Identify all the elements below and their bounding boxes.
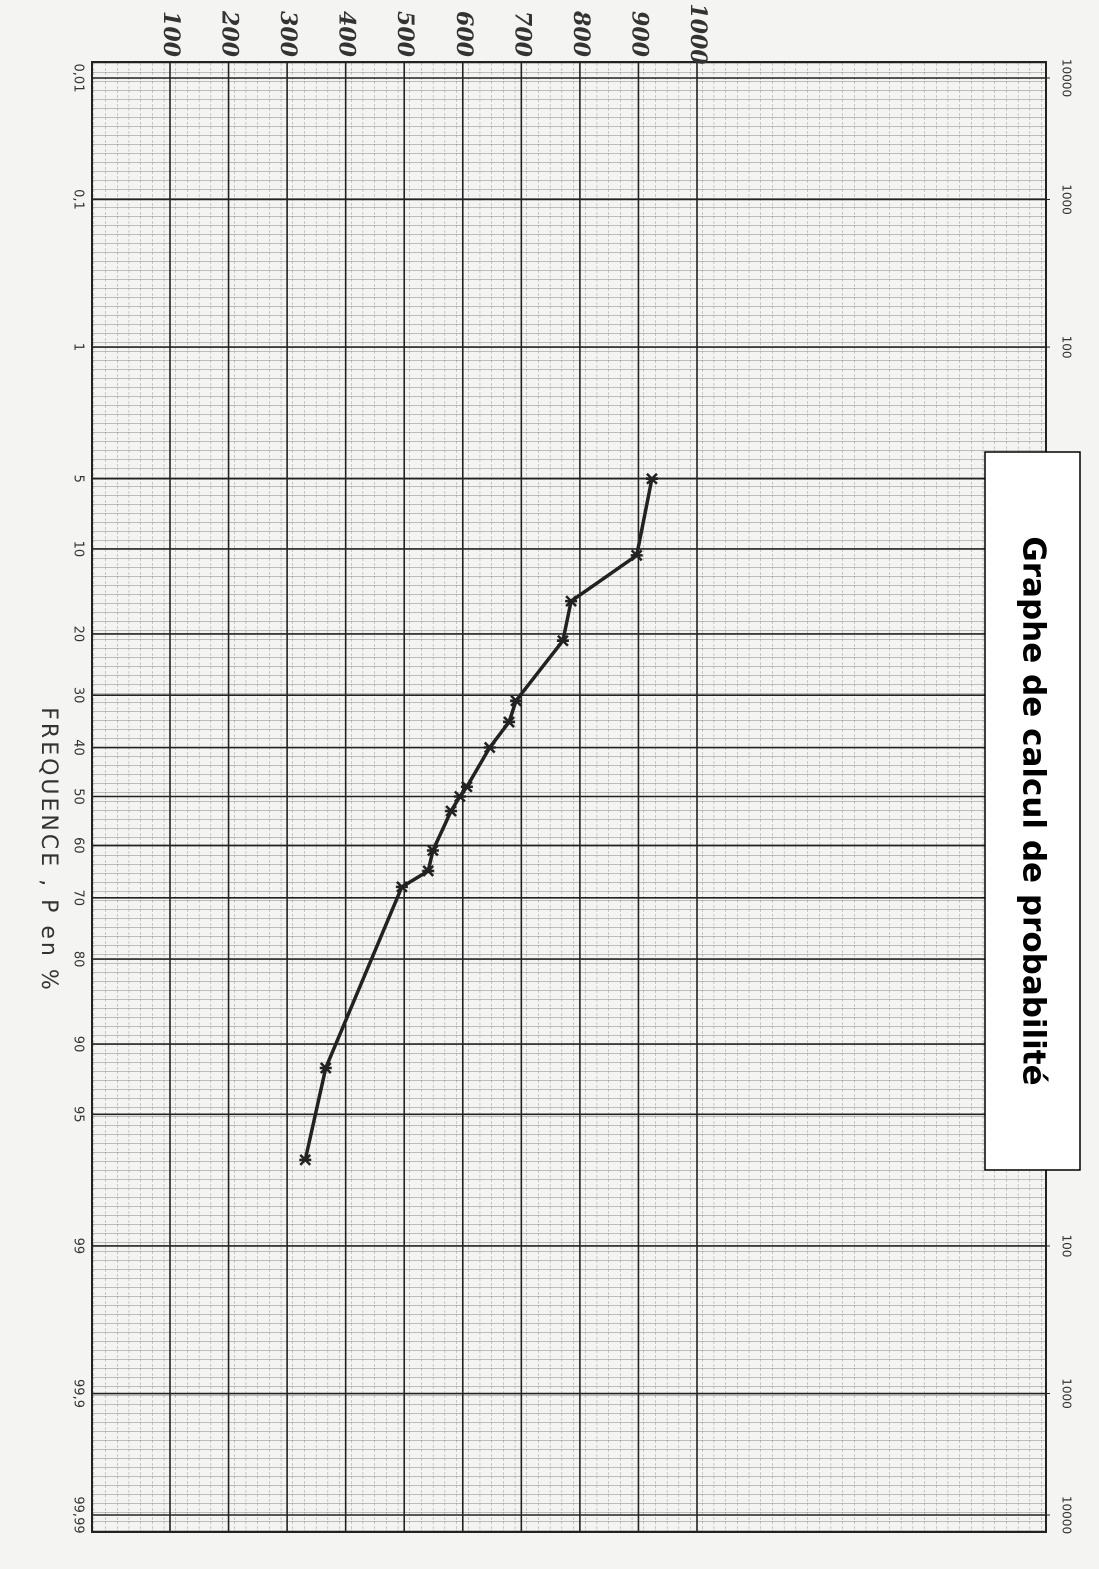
- title-box: [984, 451, 1081, 1171]
- x-tick-label: 5: [71, 475, 86, 483]
- y-tick-label: 900: [626, 11, 652, 58]
- x-tick-label: 0,1: [71, 189, 86, 210]
- data-point: [630, 549, 643, 562]
- data-point: [426, 844, 439, 857]
- data-point: [565, 595, 578, 608]
- x-axis-label: FREQUENCE , P en %: [36, 707, 61, 993]
- y-tick-label: 100: [158, 11, 184, 58]
- y-tick-label: 300: [275, 11, 301, 58]
- data-point: [645, 472, 658, 485]
- x-tick-label: 40: [71, 739, 86, 756]
- x2-tick-label: 1000: [1060, 184, 1074, 215]
- y-tick-label: 500: [392, 11, 418, 58]
- data-point: [503, 716, 516, 728]
- x2-tick-label: 1000: [1060, 1378, 1074, 1409]
- x-tick-label: 80: [71, 951, 86, 968]
- x2-tick-label: 10000: [1060, 1496, 1074, 1534]
- data-point: [483, 741, 496, 754]
- y-tick-label: 600: [451, 11, 477, 58]
- y-tick-label: 700: [509, 11, 535, 58]
- x-tick-label: 0,01: [71, 64, 86, 93]
- y-tick-label: 400: [334, 11, 360, 58]
- x-tick-label: 50: [71, 788, 86, 805]
- data-point: [445, 805, 458, 817]
- data-point: [556, 634, 569, 647]
- x-tick-label: 95: [71, 1106, 86, 1123]
- y-tick-label: 1000: [685, 3, 711, 65]
- data-point: [422, 865, 435, 877]
- x-tick-label: 60: [71, 837, 86, 854]
- x-tick-label: 10: [71, 541, 86, 558]
- y-tick-label: 200: [217, 10, 243, 58]
- x-tick-label: 70: [71, 890, 86, 907]
- data-point: [319, 1062, 332, 1074]
- x-tick-label: 99,99: [71, 1496, 86, 1533]
- y-tick-label: 800: [568, 10, 594, 58]
- data-point: [453, 790, 466, 803]
- data-point: [299, 1153, 312, 1166]
- x-tick-label: 90: [71, 1036, 86, 1053]
- chart-title: Graphe de calcul de probabilité: [1016, 536, 1052, 1085]
- x-tick-label: 1: [71, 343, 86, 351]
- x2-tick-label: 100: [1060, 336, 1074, 359]
- x-tick-label: 20: [71, 626, 86, 643]
- x2-tick-label: 100: [1060, 1234, 1074, 1257]
- x-tick-label: 30: [71, 687, 86, 704]
- x-tick-label: 99: [71, 1238, 86, 1255]
- x-tick-label: 99,9: [71, 1379, 86, 1408]
- x2-tick-label: 10000: [1060, 59, 1074, 97]
- data-point: [460, 780, 473, 793]
- data-point: [510, 694, 523, 707]
- data-point: [395, 880, 408, 893]
